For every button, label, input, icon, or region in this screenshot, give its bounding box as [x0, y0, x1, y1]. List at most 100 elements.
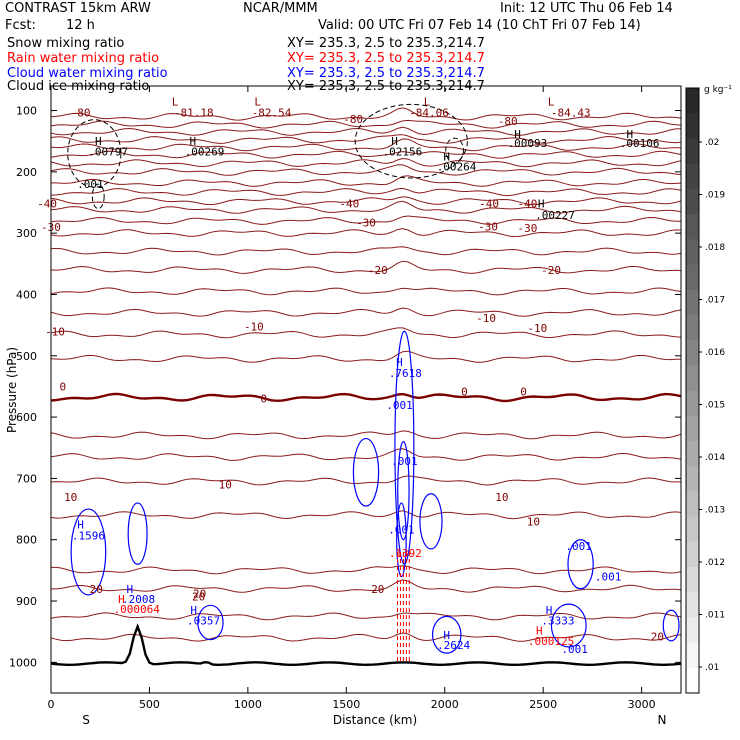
- colorbar-tick-label: .015: [705, 401, 725, 411]
- temperature-isotherm: [50, 327, 682, 339]
- temperature-isotherm: [50, 246, 682, 256]
- y-tick-label: 500: [16, 350, 37, 363]
- colorbar-segment: [686, 440, 699, 467]
- cloud-water-contour: [352, 437, 380, 507]
- extremum-label: .001: [388, 523, 415, 536]
- contour-value-label: -30: [356, 217, 376, 230]
- field-cloud-xy: XY= 235.3, 2.5 to 235.3,214.7: [287, 66, 485, 81]
- colorbar-tick-label: .019: [705, 191, 725, 201]
- colorbar-segment: [686, 163, 699, 190]
- cloud-ice-contour: [354, 103, 468, 179]
- contour-value-label: 10: [64, 491, 77, 504]
- temperature-isotherm: [50, 200, 682, 214]
- extremum-label: H: [189, 135, 196, 148]
- contour-value-label: 20: [371, 583, 384, 596]
- fcst-value: 12 h: [66, 18, 95, 33]
- temperature-isotherm: [50, 228, 682, 238]
- terrain-line: [50, 623, 682, 667]
- temperature-isotherm: [50, 287, 682, 296]
- colorbar-segment: [686, 491, 699, 517]
- x-axis-label: Distance (km): [333, 713, 417, 727]
- contour-value-label: -40: [518, 198, 538, 211]
- field-rain-name: Rain water mixing ratio: [7, 51, 160, 66]
- contour-value-label: 0: [60, 380, 67, 393]
- temperature-isotherm: [50, 126, 682, 137]
- extremum-label: H: [126, 583, 133, 596]
- temperature-isotherm: [50, 632, 682, 642]
- extremum-label: .00797: [88, 146, 128, 159]
- temperature-isotherm: [50, 475, 682, 486]
- contour-value-label: 10: [219, 479, 232, 492]
- extremum-label: H: [536, 624, 543, 637]
- extremum-label: 20: [192, 591, 205, 604]
- extremum-label: H: [118, 593, 125, 606]
- colorbar-segment: [686, 667, 699, 694]
- cloud-ice-contour: [445, 137, 464, 164]
- temperature-isotherm: [50, 196, 682, 206]
- cloud-water-contour: [419, 493, 443, 550]
- extremum-label: .001: [561, 643, 588, 656]
- org-title: NCAR/MMM: [243, 1, 318, 16]
- field-snow-xy: XY= 235.3, 2.5 to 235.3,214.7: [287, 36, 485, 51]
- extremum-label: H: [95, 135, 102, 148]
- y-tick-label: 100: [16, 105, 37, 118]
- extremum-label: -84.43: [551, 106, 591, 119]
- temperature-contours: [50, 107, 682, 667]
- extremum-label: .00264: [437, 160, 477, 173]
- contour-value-label: -10: [244, 320, 264, 333]
- colorbar-tick-label: .017: [705, 296, 725, 306]
- extremum-label: -81.18: [174, 106, 214, 119]
- extremum-label: .000064: [113, 603, 160, 616]
- model-title: CONTRAST 15km ARW: [5, 1, 151, 16]
- colorbar-segment: [686, 138, 699, 165]
- temperature-isotherm: [50, 215, 681, 225]
- colorbar-segment: [686, 88, 699, 114]
- contour-value-label: 20: [193, 588, 206, 601]
- extremum-label: H: [627, 128, 634, 141]
- init-time: Init: 12 UTC Thu 06 Feb 14: [500, 1, 673, 16]
- cloud-water-contour: [431, 615, 462, 654]
- y-tick-label: 600: [16, 411, 37, 424]
- contour-value-label: -30: [518, 222, 538, 235]
- cloud-water-contour: [197, 604, 224, 641]
- contour-value-label: -10: [476, 312, 496, 325]
- cloud-water-contour: [550, 603, 587, 648]
- contour-value-label: -10: [527, 322, 547, 335]
- colorbar: g kg⁻¹ .02 .019 .018 .017 .016 .015 .014 .013 .01…: [685, 85, 732, 694]
- extremum-label: .1596: [72, 529, 105, 542]
- contour-value-label: -20: [541, 264, 561, 277]
- cloud-water-contour: [567, 539, 594, 590]
- colorbar-segment: [686, 567, 699, 593]
- extremum-label: .2624: [437, 639, 470, 652]
- colorbar-segment: [686, 516, 699, 543]
- contour-value-label: 0: [260, 393, 267, 406]
- colorbar-tick-label: .014: [705, 453, 725, 463]
- extremum-label: H: [514, 128, 521, 141]
- extremum-label: .00106: [620, 137, 660, 150]
- contour-value-label: 0: [520, 385, 527, 398]
- temperature-isotherm: [51, 579, 682, 593]
- cloud-water-contour: [127, 502, 148, 565]
- y-tick-label: 200: [16, 166, 37, 179]
- extremum-label: -82.54: [252, 106, 292, 119]
- temperature-isotherm: [51, 175, 682, 187]
- colorbar-frame: [685, 87, 700, 694]
- colorbar-segment: [686, 264, 699, 291]
- x-tick-label: 3000: [628, 698, 656, 711]
- extremum-label: .7618: [389, 367, 422, 380]
- field-ice-name: Cloud ice mixing ratio: [7, 79, 150, 94]
- extremum-label: .1392: [389, 547, 422, 560]
- field-ice-xy: XY= 235.3, 2.5 to 235.3,214.7: [287, 79, 485, 94]
- extremum-label: H: [391, 135, 398, 148]
- cloud-ice-contour: [67, 119, 122, 188]
- colorbar-segment: [686, 188, 699, 215]
- extremum-label: L: [424, 95, 431, 108]
- contour-value-label: -80: [71, 106, 91, 119]
- field-rain-xy: XY= 235.3, 2.5 to 235.3,214.7: [287, 51, 485, 66]
- axes: 0 500 1000 1500 2000 2500 30001002003004005006…: [9, 86, 681, 711]
- extremum-label: .00093: [508, 137, 548, 150]
- extremum-label: .3333: [541, 615, 574, 628]
- contour-value-label: 0: [461, 385, 468, 398]
